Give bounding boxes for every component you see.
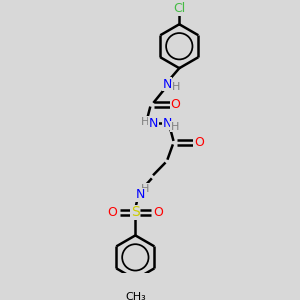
Text: N: N xyxy=(162,117,172,130)
Text: N: N xyxy=(149,117,158,130)
Text: H: H xyxy=(141,184,149,194)
Text: H: H xyxy=(140,117,149,127)
Text: N: N xyxy=(136,188,145,201)
Text: H: H xyxy=(171,122,179,132)
Text: O: O xyxy=(108,206,118,219)
Text: Cl: Cl xyxy=(173,2,185,15)
Text: O: O xyxy=(153,206,163,219)
Text: S: S xyxy=(131,205,140,219)
Text: O: O xyxy=(194,136,204,149)
Text: H: H xyxy=(172,82,180,92)
Text: N: N xyxy=(162,78,172,91)
Text: CH₃: CH₃ xyxy=(125,292,146,300)
Text: O: O xyxy=(171,98,181,111)
